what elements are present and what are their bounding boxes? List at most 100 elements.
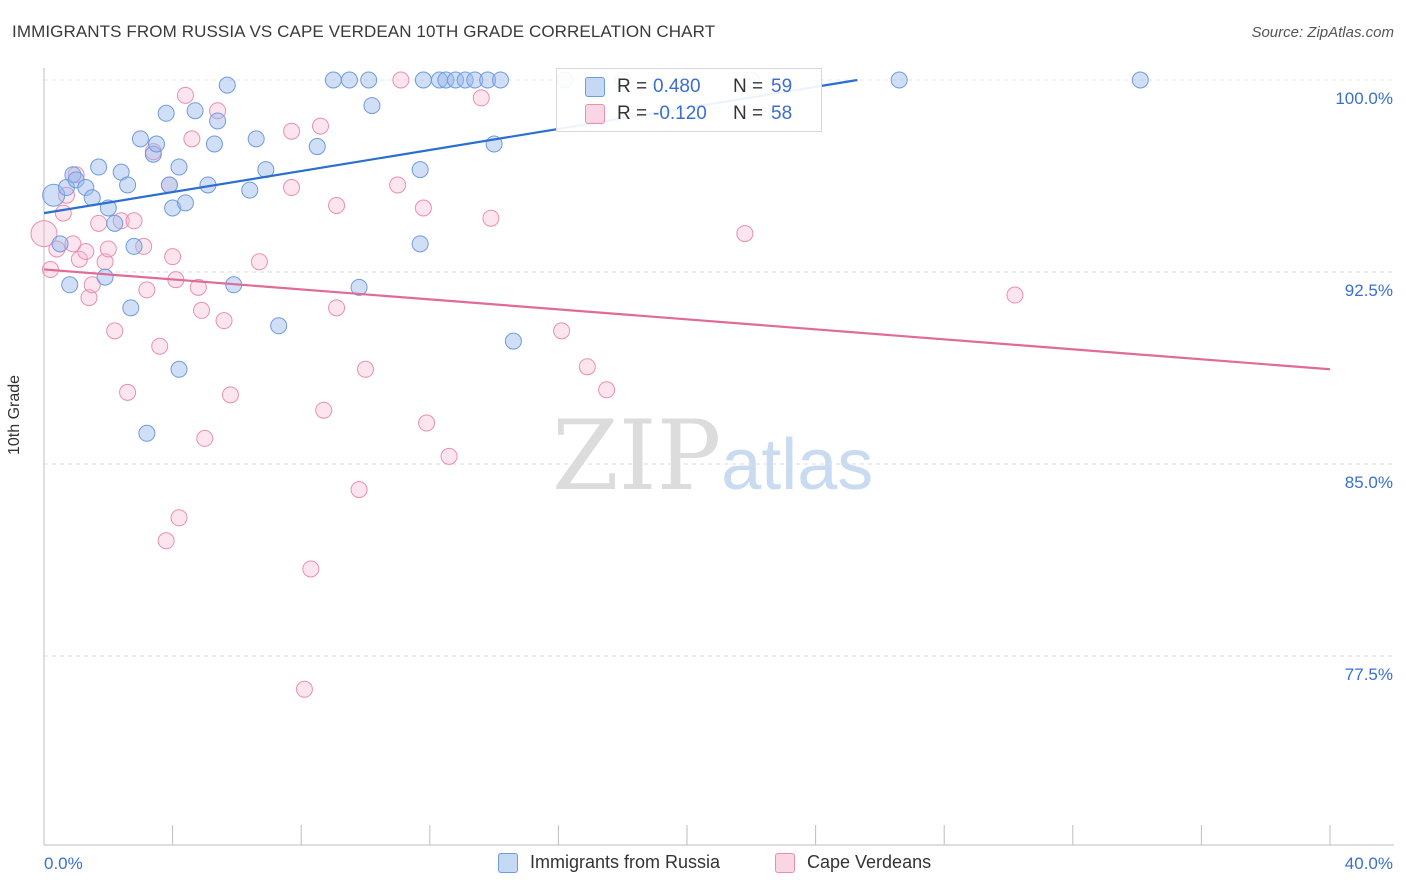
data-point bbox=[215, 312, 233, 330]
data-point bbox=[472, 89, 490, 107]
source-label: Source: ZipAtlas.com bbox=[1251, 24, 1394, 41]
data-point bbox=[283, 122, 301, 140]
data-point bbox=[311, 117, 329, 135]
data-point bbox=[389, 176, 407, 194]
data-point bbox=[193, 301, 211, 319]
trend-line bbox=[43, 268, 1331, 371]
legend-item-cape-verdeans[interactable]: Cape Verdeans bbox=[775, 852, 931, 873]
data-point bbox=[54, 204, 72, 222]
data-point bbox=[328, 299, 346, 317]
y-tick-label: 77.5% bbox=[1345, 665, 1393, 684]
data-point bbox=[157, 532, 175, 550]
watermark-zip: ZIP bbox=[552, 400, 722, 512]
data-point bbox=[138, 281, 156, 299]
data-point bbox=[80, 289, 98, 307]
data-point bbox=[122, 299, 140, 317]
y-axis-label: 10th Grade bbox=[6, 374, 23, 455]
data-point bbox=[736, 225, 754, 243]
x-tick-label: 0.0% bbox=[44, 854, 83, 873]
data-point bbox=[440, 447, 458, 465]
data-point bbox=[250, 253, 268, 271]
y-tick-label: 100.0% bbox=[1335, 89, 1393, 108]
legend-label: Cape Verdeans bbox=[807, 852, 932, 872]
data-point bbox=[119, 383, 137, 401]
data-point bbox=[414, 71, 432, 89]
data-point bbox=[77, 179, 95, 197]
stats-swatch-blue bbox=[585, 77, 605, 97]
data-point bbox=[170, 360, 188, 378]
data-point bbox=[90, 158, 108, 176]
series-cape-verdeans bbox=[30, 71, 1024, 698]
data-point bbox=[196, 429, 214, 447]
data-point bbox=[1131, 71, 1149, 89]
chart-title: IMMIGRANTS FROM RUSSIA VS CAPE VERDEAN 1… bbox=[12, 22, 716, 41]
n-value: 59 bbox=[771, 76, 793, 97]
data-point bbox=[164, 199, 182, 217]
data-point bbox=[363, 97, 381, 115]
data-point bbox=[456, 71, 474, 89]
data-point bbox=[466, 71, 484, 89]
data-point bbox=[598, 381, 616, 399]
data-point bbox=[504, 332, 522, 350]
data-point bbox=[241, 181, 259, 199]
data-point bbox=[99, 240, 117, 258]
data-point bbox=[148, 135, 166, 153]
data-point bbox=[176, 86, 194, 104]
n-value: 58 bbox=[771, 103, 793, 124]
data-point bbox=[492, 71, 510, 89]
data-point bbox=[315, 401, 333, 419]
data-point bbox=[90, 214, 108, 232]
data-point bbox=[1006, 286, 1024, 304]
data-point bbox=[350, 481, 368, 499]
data-point bbox=[411, 161, 429, 179]
data-point bbox=[160, 176, 178, 194]
r-label: R = bbox=[617, 103, 648, 124]
data-point bbox=[138, 424, 156, 442]
n-label: N = bbox=[733, 103, 764, 124]
data-point bbox=[270, 317, 288, 335]
data-point bbox=[106, 214, 124, 232]
data-point bbox=[96, 268, 114, 286]
data-point bbox=[183, 130, 201, 148]
data-point bbox=[578, 358, 596, 376]
data-point bbox=[411, 235, 429, 253]
data-point bbox=[283, 179, 301, 197]
legend-swatch-pink bbox=[775, 852, 795, 873]
data-point bbox=[890, 71, 908, 89]
r-value: -0.120 bbox=[653, 103, 707, 124]
grid-lines bbox=[44, 79, 1394, 657]
watermark: ZIPatlas bbox=[552, 400, 873, 512]
data-point bbox=[77, 243, 95, 261]
data-point bbox=[151, 337, 169, 355]
data-point bbox=[447, 71, 465, 89]
data-point bbox=[247, 130, 265, 148]
data-point bbox=[357, 360, 374, 378]
data-point bbox=[176, 194, 194, 212]
stats-swatch-pink bbox=[585, 104, 605, 124]
data-point bbox=[125, 212, 143, 230]
data-point bbox=[302, 560, 320, 578]
n-label: N = bbox=[733, 76, 764, 97]
data-point bbox=[83, 276, 101, 294]
data-point bbox=[157, 104, 175, 122]
data-point bbox=[295, 680, 313, 698]
legend-item-russia[interactable]: Immigrants from Russia bbox=[498, 852, 720, 873]
data-point bbox=[30, 220, 58, 248]
data-point bbox=[170, 509, 188, 527]
data-point bbox=[135, 237, 153, 255]
data-point bbox=[205, 135, 223, 153]
data-point bbox=[209, 112, 227, 130]
data-point bbox=[328, 196, 346, 214]
y-tick-label: 85.0% bbox=[1345, 473, 1393, 492]
r-value: 0.480 bbox=[653, 76, 701, 97]
data-point bbox=[189, 278, 207, 296]
data-point bbox=[131, 130, 149, 148]
data-point bbox=[414, 199, 432, 217]
legend-label: Immigrants from Russia bbox=[530, 852, 721, 872]
stats-legend: R = 0.480 N = 59 R = -0.120 N = 58 bbox=[556, 68, 822, 132]
data-point bbox=[553, 322, 571, 340]
data-point bbox=[125, 237, 143, 255]
data-point bbox=[51, 235, 69, 253]
data-point bbox=[308, 138, 326, 156]
